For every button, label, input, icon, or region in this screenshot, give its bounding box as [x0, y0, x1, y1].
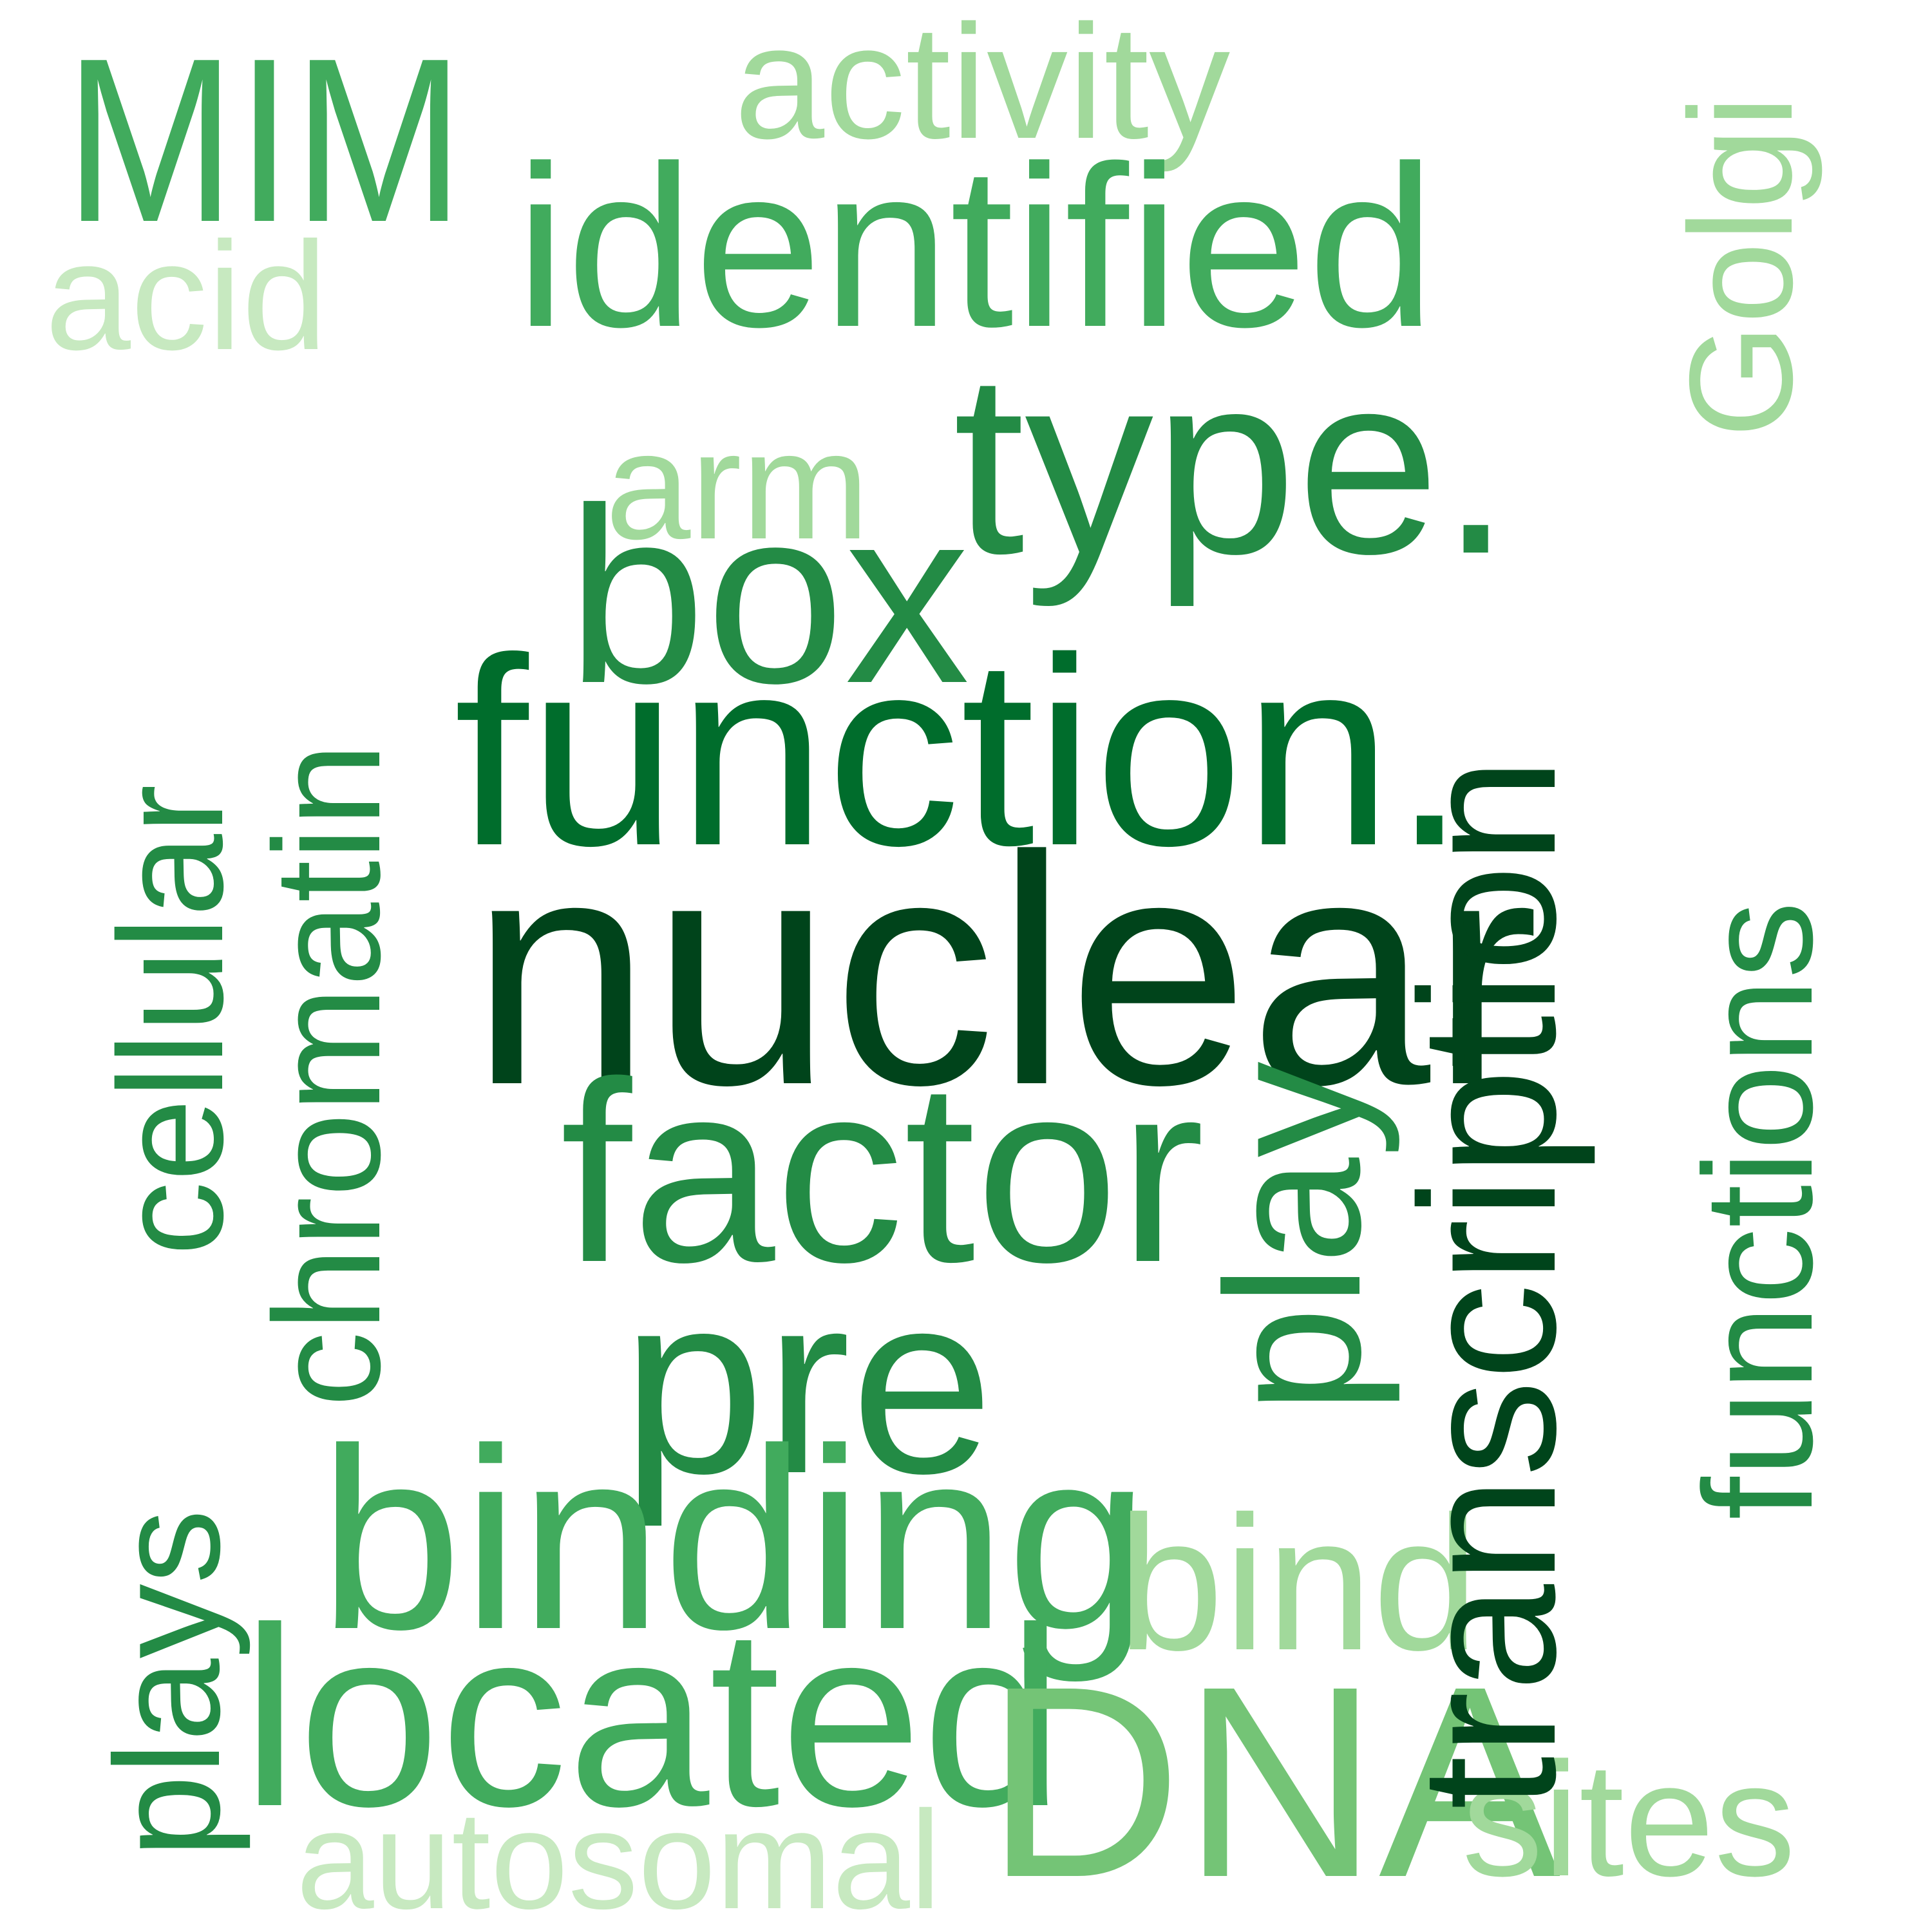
word-located: located [242, 1575, 1064, 1859]
word-cellular: cellular [88, 784, 254, 1256]
word-bind: bind [1117, 1476, 1479, 1690]
word-transcription: transcription [1379, 757, 1596, 1810]
word-box: box [567, 457, 970, 735]
word-functions: functions [1672, 901, 1844, 1520]
word-mim: MIM [64, 9, 464, 270]
word-type: type. [953, 319, 1512, 607]
word-dna: DNA [985, 1629, 1561, 1932]
word-play: play [1186, 1061, 1401, 1414]
word-binding: binding [319, 1395, 1150, 1683]
word-pre: pre [621, 1239, 994, 1527]
word-golgi: Golgi [1660, 95, 1823, 438]
word-factor: factor [560, 1028, 1205, 1316]
word-sites: sites [1462, 1729, 1796, 1910]
word-arm: arm [605, 401, 869, 571]
word-activity: activity [734, 0, 1231, 173]
word-nuclear: nuclear [470, 789, 1539, 1153]
word-acid: acid [45, 210, 328, 382]
word-chromatin: chromatin [242, 743, 412, 1407]
word-identified: identified [515, 118, 1436, 375]
word-autosomal: autosomal [296, 1782, 942, 1932]
word-plays: plays [84, 1509, 251, 1858]
word-function: function. [454, 602, 1467, 902]
